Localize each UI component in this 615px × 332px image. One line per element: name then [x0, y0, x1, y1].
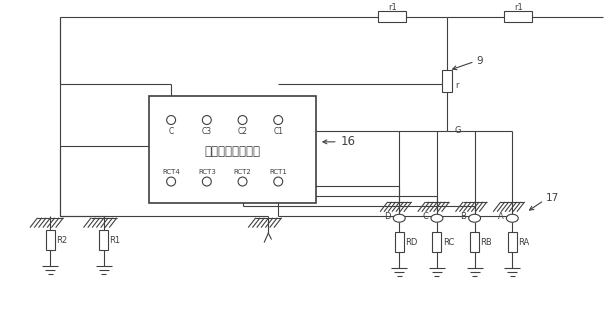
- Text: D: D: [384, 212, 391, 221]
- Bar: [470, 232, 479, 252]
- Text: C2: C2: [237, 127, 247, 136]
- Ellipse shape: [394, 214, 405, 222]
- Text: RCT2: RCT2: [234, 169, 252, 175]
- Text: r: r: [455, 81, 458, 90]
- Text: 16: 16: [341, 135, 355, 148]
- Circle shape: [238, 116, 247, 124]
- Bar: [395, 232, 403, 252]
- Bar: [432, 232, 442, 252]
- Circle shape: [202, 116, 212, 124]
- Text: RCT4: RCT4: [162, 169, 180, 175]
- Text: C: C: [422, 212, 428, 221]
- Bar: [504, 11, 532, 22]
- Text: RD: RD: [405, 237, 418, 247]
- Circle shape: [167, 116, 175, 124]
- Text: 接地电阻测量装置: 接地电阻测量装置: [205, 145, 261, 158]
- Text: RA: RA: [518, 237, 530, 247]
- Bar: [46, 230, 55, 250]
- Text: R2: R2: [56, 235, 67, 245]
- Text: RCT1: RCT1: [269, 169, 287, 175]
- Text: C: C: [169, 127, 174, 136]
- Ellipse shape: [431, 214, 443, 222]
- Bar: [442, 70, 452, 92]
- Ellipse shape: [469, 214, 480, 222]
- Circle shape: [167, 177, 175, 186]
- Bar: [99, 230, 108, 250]
- Text: RB: RB: [480, 237, 493, 247]
- Text: 9: 9: [477, 55, 483, 65]
- Text: r1: r1: [514, 3, 523, 12]
- Circle shape: [202, 177, 212, 186]
- Text: B: B: [460, 212, 466, 221]
- Circle shape: [274, 177, 283, 186]
- Bar: [378, 11, 406, 22]
- Text: 17: 17: [546, 194, 559, 204]
- Circle shape: [238, 177, 247, 186]
- Bar: [149, 96, 316, 204]
- Text: G: G: [455, 126, 461, 135]
- Text: r1: r1: [388, 3, 397, 12]
- Circle shape: [274, 116, 283, 124]
- Text: RCT3: RCT3: [198, 169, 216, 175]
- Ellipse shape: [506, 214, 518, 222]
- Text: C3: C3: [202, 127, 212, 136]
- Text: A: A: [498, 212, 504, 221]
- Bar: [508, 232, 517, 252]
- Text: R1: R1: [109, 235, 121, 245]
- Text: RC: RC: [443, 237, 454, 247]
- Text: C1: C1: [273, 127, 284, 136]
